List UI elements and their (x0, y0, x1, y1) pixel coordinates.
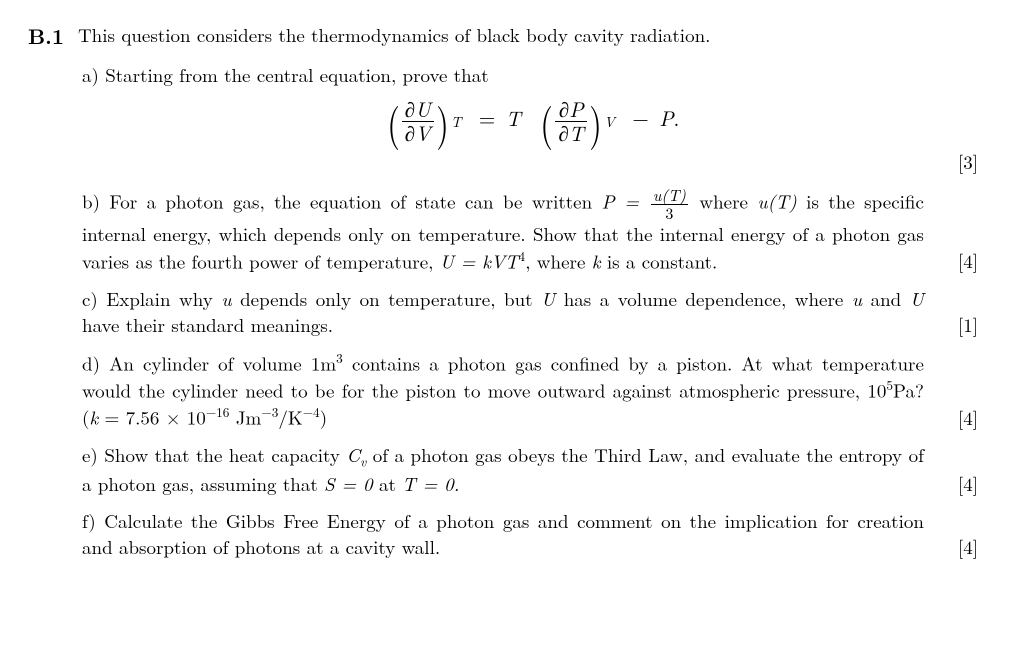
question-body: a) Starting from the central equation, p… (82, 62, 982, 559)
part-d: d) An cylinder of volume 1m3 contains a … (82, 349, 982, 430)
part-d-neg4: −4 (303, 402, 320, 421)
part-a-marks: [3] (82, 149, 982, 175)
part-c: c) Explain why u depends only on tempera… (82, 286, 982, 337)
part-b-tail: , where k is a constant. (525, 247, 717, 274)
part-f-marks: [4] (948, 534, 982, 560)
part-b-prefix: b) For a photon gas, the equation of sta… (82, 187, 602, 214)
part-e-C: C (346, 441, 360, 468)
part-e-prefix: e) Show that the heat capacity (82, 441, 346, 468)
part-e-marks: [4] (948, 471, 982, 497)
eq-sub-T: T (451, 112, 462, 132)
part-e: e) Show that the heat capacity Cv of a p… (82, 442, 982, 496)
eq-dV: ∂V (405, 118, 431, 148)
part-d-neg3: −3 (261, 402, 278, 421)
part-b-UkVT: U = kVT (440, 247, 519, 274)
eq-sub-V: V (604, 112, 615, 132)
part-b-mid: where (690, 187, 757, 214)
part-a-equation: ( ∂U ∂V ) T = T ( ∂P ∂T ) V − P. (82, 98, 982, 145)
question-intro: This question considers the thermodynami… (78, 22, 710, 48)
part-a-text: a) Starting from the central equation, p… (82, 61, 489, 88)
part-b-P: P = (602, 187, 649, 214)
eq-tail: − P. (622, 103, 679, 133)
exam-page: B.1 This question considers the thermody… (0, 0, 1024, 663)
eq-dT: ∂T (558, 118, 583, 148)
part-d-close: ) (320, 404, 327, 431)
part-d-neg16: −16 (206, 402, 230, 421)
part-d-cube: 3 (336, 348, 343, 367)
part-d-prefix: d) An cylinder of volume 1m (82, 350, 336, 377)
part-f-text: f) Calculate the Gibbs Free Energy of a … (82, 507, 924, 560)
part-d-units: Jm (229, 404, 261, 431)
part-c-text: c) Explain why u depends only on tempera… (82, 285, 924, 338)
part-e-T0: T = 0. (402, 470, 459, 497)
part-d-marks: [4] (948, 405, 982, 431)
question-header: B.1 This question considers the thermody… (28, 22, 982, 50)
part-f: f) Calculate the Gibbs Free Energy of a … (82, 508, 982, 559)
part-b: b) For a photon gas, the equation of sta… (82, 187, 982, 274)
question-number: B.1 (28, 22, 64, 50)
part-a: a) Starting from the central equation, p… (82, 62, 982, 88)
eq-equals: = T (468, 103, 531, 133)
part-b-uT: u(T) (757, 187, 796, 214)
part-d-slashK: /K (278, 404, 302, 431)
part-b-frac-den: 3 (651, 205, 688, 222)
part-c-marks: [1] (948, 312, 982, 338)
part-b-marks: [4] (948, 248, 982, 274)
part-e-at: at (373, 470, 403, 497)
part-e-S0: S = 0 (324, 470, 373, 497)
